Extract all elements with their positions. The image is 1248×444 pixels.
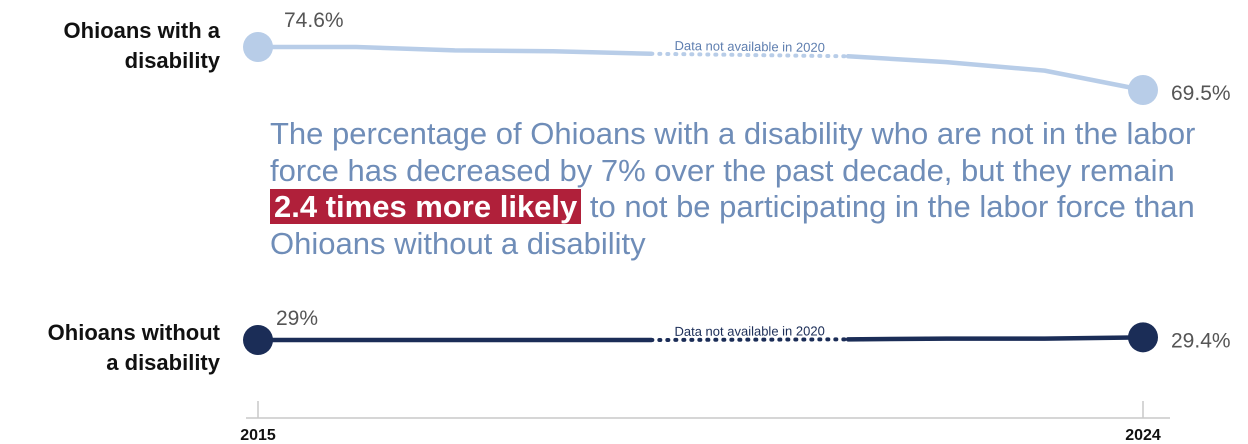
end-value-with-disability: 69.5% (1171, 82, 1231, 105)
start-value-without-disability: 29% (276, 307, 318, 330)
annotation-before: The percentage of Ohioans with a disabil… (270, 116, 1196, 188)
gap-dotted-line-without-disability (649, 337, 850, 342)
end-value-without-disability: 29.4% (1171, 329, 1231, 352)
annotation-after: to not be participating in the labor for… (270, 189, 1195, 261)
row-label-without-disability: Ohioans without a disability (47, 320, 220, 375)
row-label-with-disability: Ohioans with a disability (63, 18, 220, 73)
x-tick-label-2024: 2024 (1125, 427, 1161, 444)
series-line-with-disability-part-2 (845, 54, 1146, 93)
series-line-with-disability-part-1 (255, 44, 654, 56)
start-value-with-disability: 74.6% (284, 9, 344, 32)
annotation-text: The percentage of Ohioans with a disabil… (270, 116, 1230, 262)
x-tick-label-2015: 2015 (240, 427, 276, 444)
gap-note-with-disability: Data not available in 2020 (674, 38, 825, 55)
gap-dotted-line-with-disability (649, 51, 850, 59)
gap-note-without-disability: Data not available in 2020 (674, 323, 824, 339)
start-point-without-disability (243, 325, 273, 355)
end-point-with-disability (1128, 75, 1158, 105)
end-point-without-disability (1128, 322, 1158, 353)
annotation-highlight: 2.4 times more likely (270, 189, 582, 224)
series-line-without-disability-part-2 (845, 335, 1146, 342)
start-point-with-disability (243, 32, 273, 62)
